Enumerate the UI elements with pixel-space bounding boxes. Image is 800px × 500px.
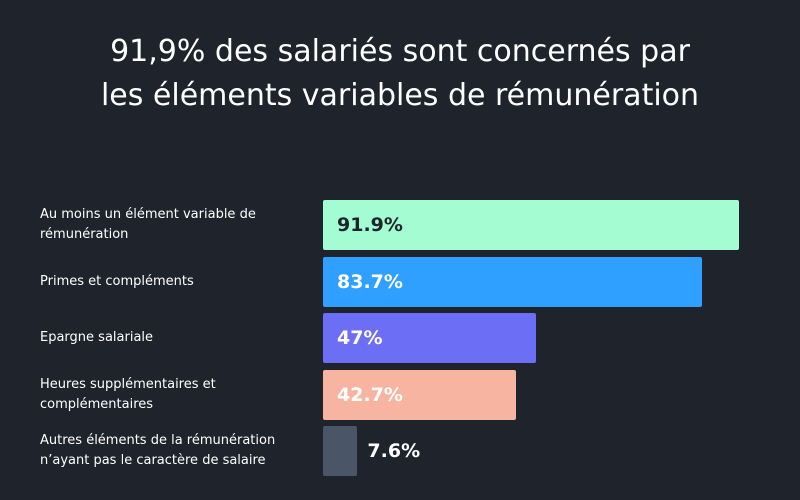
bar (323, 426, 358, 476)
value-label: 42.7% (337, 383, 403, 406)
value-label: 47% (337, 327, 383, 349)
bar-row: Autres éléments de la rémunération n’aya… (0, 426, 800, 476)
category-label: Au moins un élément variable de rémunéra… (40, 207, 256, 242)
value-label: 91.9% (337, 214, 403, 236)
category-label: Epargne salariale (40, 330, 154, 345)
bar-row: Au moins un élément variable de rémunéra… (0, 200, 800, 250)
chart-title: 91,9% des salariés sont concernés par le… (100, 34, 700, 113)
value-label: 7.6% (367, 440, 421, 462)
bar (323, 200, 740, 250)
value-label: 83.7% (337, 270, 403, 293)
bar (323, 369, 517, 420)
bar (323, 256, 703, 307)
category-label: Autres éléments de la rémunération n’aya… (40, 433, 276, 468)
bar-row: Heures supplémentaires et complémentaire… (0, 369, 800, 420)
bar-row: Epargne salariale 47% (0, 313, 800, 363)
category-label: Heures supplémentaires et complémentaire… (40, 376, 216, 412)
bar (323, 313, 536, 363)
bar-row: Primes et compléments 83.7% (0, 256, 800, 307)
category-label: Primes et compléments (40, 273, 194, 289)
